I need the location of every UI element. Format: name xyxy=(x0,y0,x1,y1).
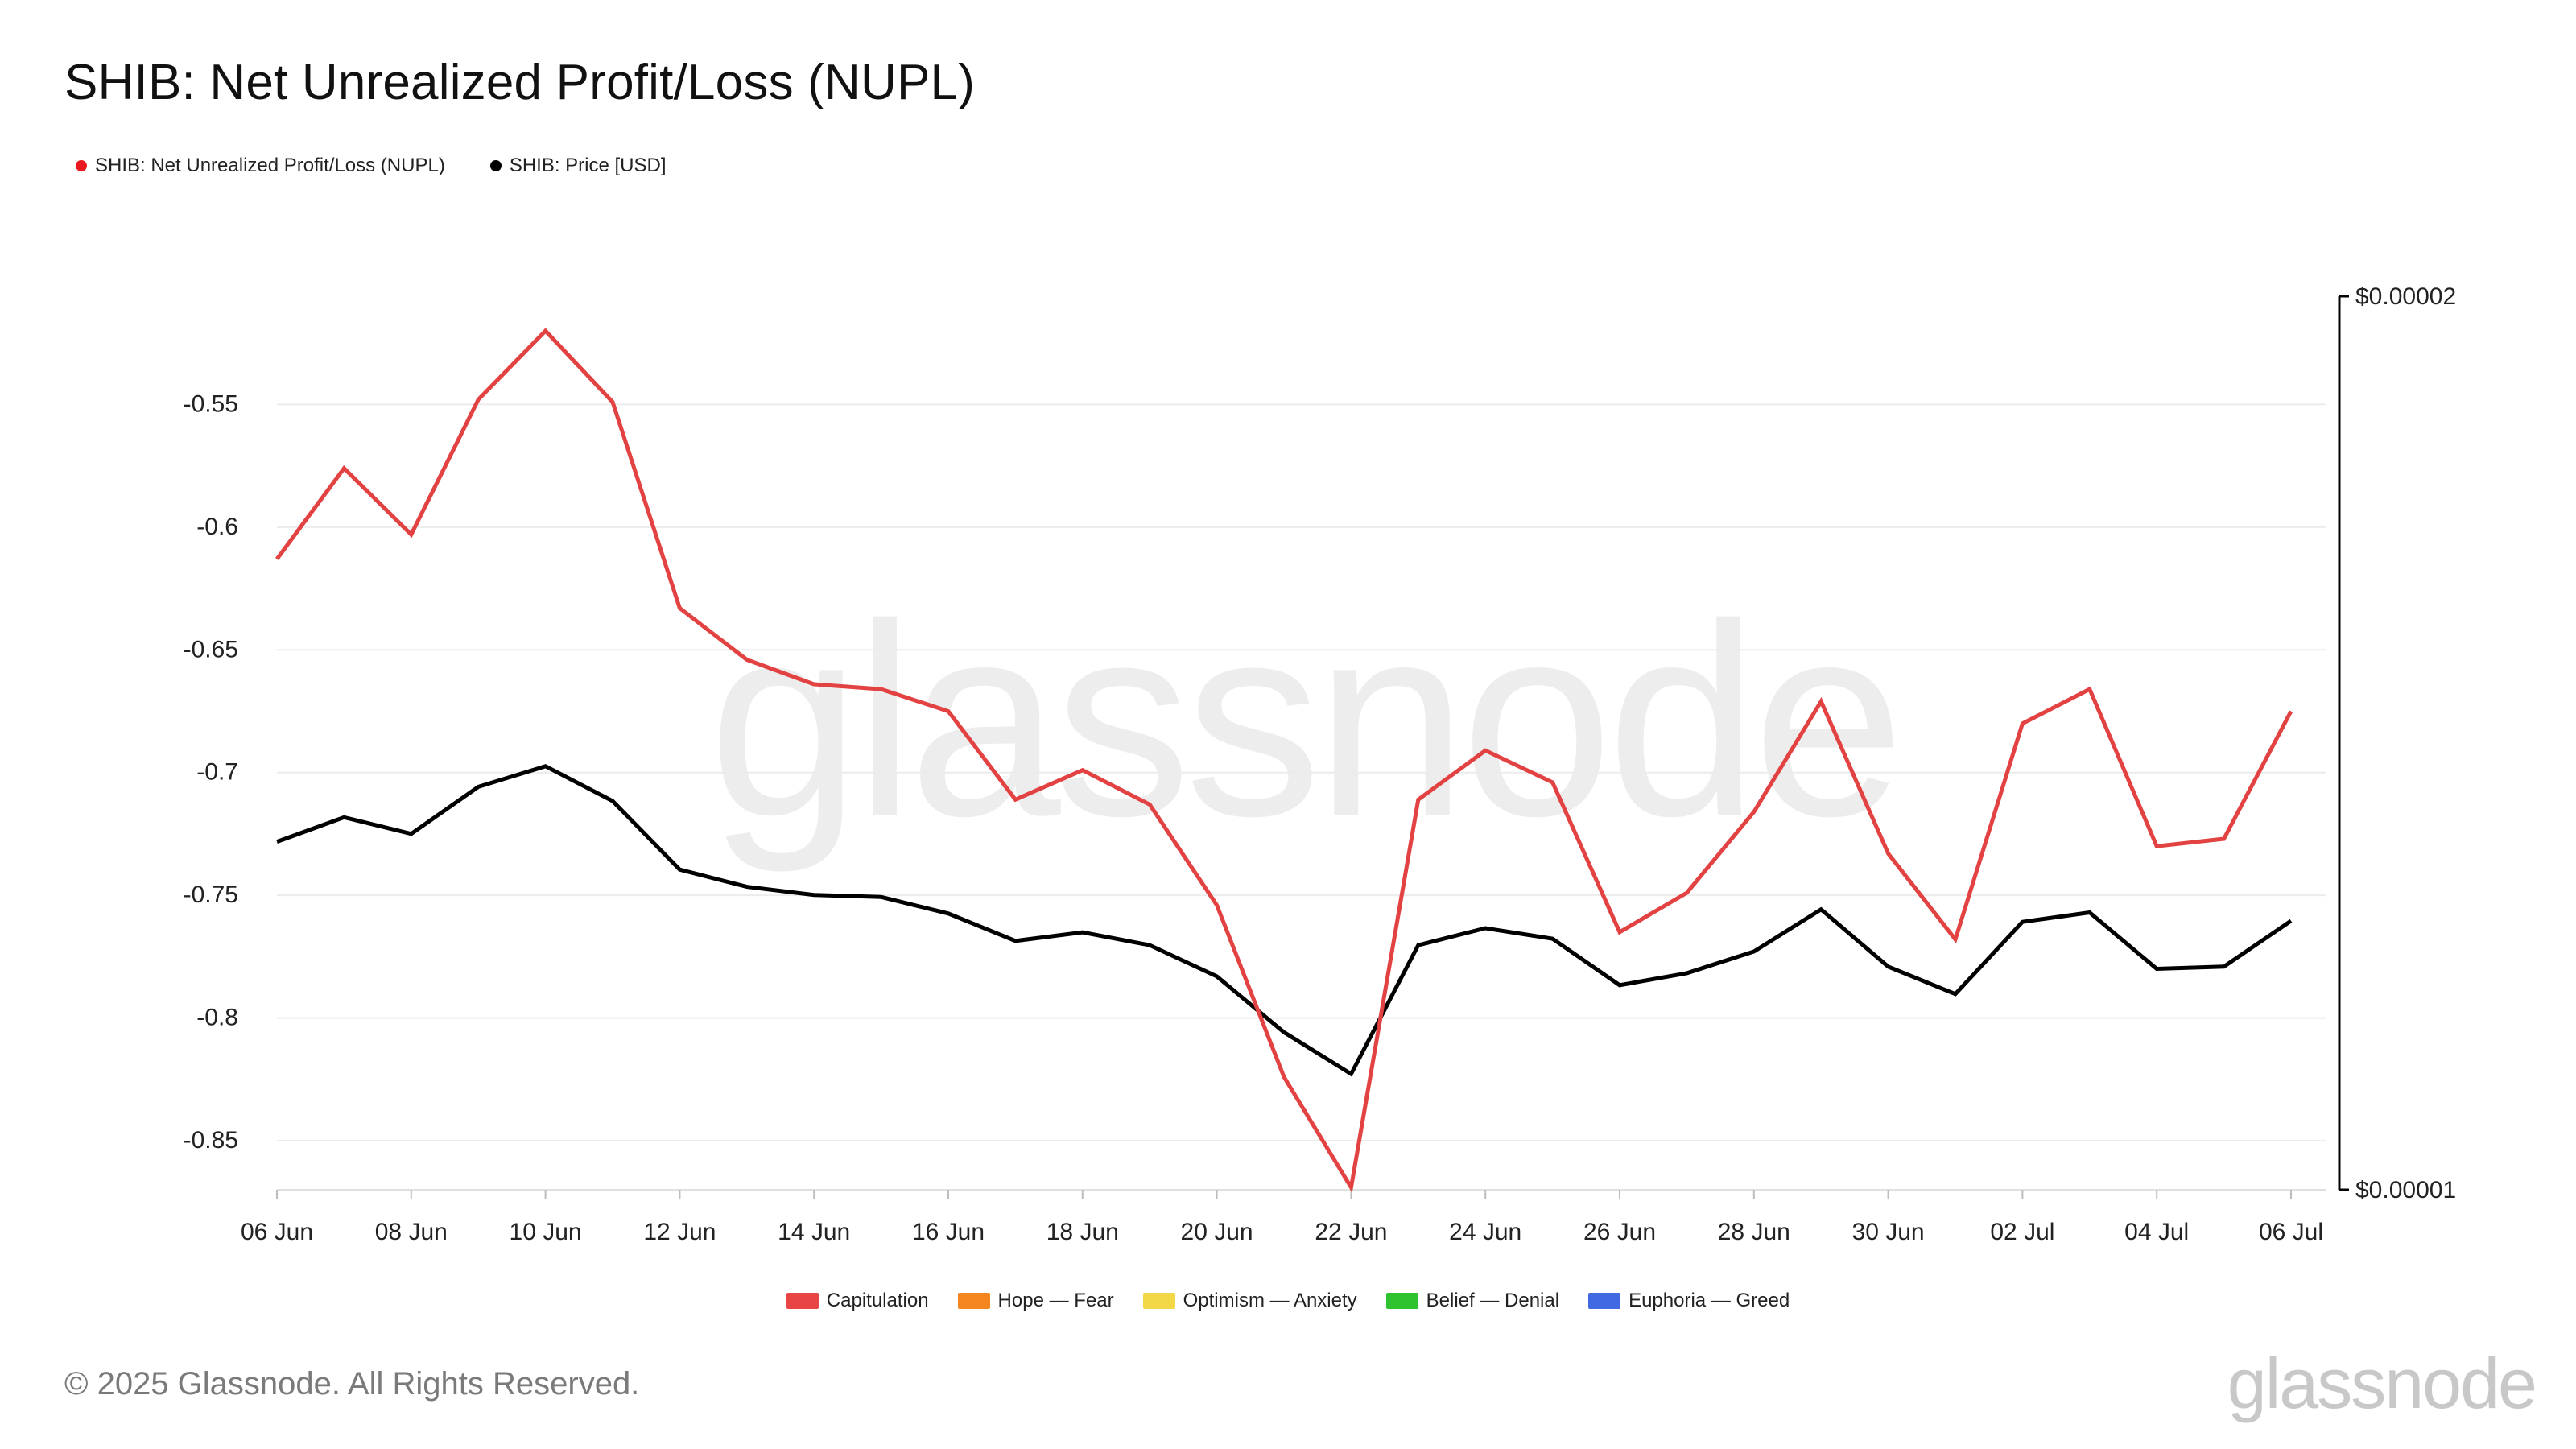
x-tick-label: 02 Jul xyxy=(1990,1219,2054,1245)
y-left-tick-label: -0.6 xyxy=(196,514,238,540)
x-tick-label: 18 Jun xyxy=(1046,1219,1119,1245)
legend-swatch-belief-denial xyxy=(1385,1293,1418,1309)
legend-label-euphoria-greed: Euphoria — Greed xyxy=(1629,1290,1790,1311)
legend-item-hope-fear[interactable]: Hope — Fear xyxy=(957,1290,1114,1312)
y-left-tick-label: -0.65 xyxy=(184,636,238,663)
legend-item-nupl[interactable]: SHIB: Net Unrealized Profit/Loss (NUPL) xyxy=(76,155,445,177)
copyright-text: © 2025 Glassnode. All Rights Reserved. xyxy=(64,1366,640,1402)
legend-label-optimism-anxiety: Optimism — Anxiety xyxy=(1183,1290,1357,1311)
legend-bottom: Capitulation Hope — Fear Optimism — Anxi… xyxy=(0,1290,2576,1312)
x-tick-label: 26 Jun xyxy=(1583,1219,1656,1245)
x-tick-label: 08 Jun xyxy=(375,1219,448,1245)
x-tick-label: 04 Jul xyxy=(2124,1219,2189,1245)
series-line-nupl xyxy=(275,328,2293,1193)
legend-item-belief-denial[interactable]: Belief — Denial xyxy=(1385,1290,1560,1312)
x-tick-label: 22 Jun xyxy=(1315,1219,1387,1245)
brand-logo: glassnode xyxy=(2227,1344,2537,1423)
legend-label-belief-denial: Belief — Denial xyxy=(1426,1290,1560,1311)
y-left-tick-label: -0.8 xyxy=(196,1005,238,1031)
y-left-tick-label: -0.55 xyxy=(184,390,238,417)
legend-swatch-hope-fear xyxy=(957,1293,990,1309)
x-tick-label: 20 Jun xyxy=(1181,1219,1253,1245)
tick-labels: -0.55 -0.6 -0.65 -0.7 -0.75 -0.8 -0.85 06 Jun 08… xyxy=(184,283,2457,1245)
y-left-tick-label: -0.85 xyxy=(184,1127,238,1154)
chart-title: SHIB: Net Unrealized Profit/Loss (NUPL) xyxy=(64,55,976,110)
legend-swatch-capitulation xyxy=(786,1293,819,1309)
series xyxy=(275,328,2293,1193)
x-tick-label: 28 Jun xyxy=(1718,1219,1790,1245)
x-tick-label: 14 Jun xyxy=(778,1219,850,1245)
x-tick-label: 24 Jun xyxy=(1449,1219,1521,1245)
legend-dot-nupl xyxy=(76,160,87,171)
series-line-price xyxy=(276,764,2293,1077)
x-tick-label: 30 Jun xyxy=(1852,1219,1925,1245)
legend-top: SHIB: Net Unrealized Profit/Loss (NUPL) … xyxy=(76,155,667,177)
x-tick-label: 06 Jul xyxy=(2259,1219,2323,1245)
x-tick-label: 16 Jun xyxy=(912,1219,985,1245)
y-left-tick-label: -0.75 xyxy=(184,881,238,908)
legend-label-nupl: SHIB: Net Unrealized Profit/Loss (NUPL) xyxy=(95,155,445,176)
y-left-tick-label: -0.7 xyxy=(196,759,238,786)
legend-item-price[interactable]: SHIB: Price [USD] xyxy=(489,155,667,177)
legend-swatch-euphoria-greed xyxy=(1588,1293,1621,1309)
x-tick-label: 12 Jun xyxy=(643,1219,716,1245)
grid-lines xyxy=(277,403,2326,1142)
y-right-tick-label: $0.00002 xyxy=(2355,283,2456,310)
y-right-tick-label: $0.00001 xyxy=(2355,1177,2456,1203)
x-tick-label: 10 Jun xyxy=(510,1219,582,1245)
legend-label-capitulation: Capitulation xyxy=(826,1290,929,1311)
legend-dot-price xyxy=(489,160,502,171)
legend-item-optimism-anxiety[interactable]: Optimism — Anxiety xyxy=(1142,1290,1357,1312)
legend-item-capitulation[interactable]: Capitulation xyxy=(786,1290,929,1312)
x-tick-label: 06 Jun xyxy=(241,1219,313,1245)
legend-label-hope-fear: Hope — Fear xyxy=(997,1290,1114,1311)
legend-label-price: SHIB: Price [USD] xyxy=(509,155,667,176)
legend-swatch-optimism-anxiety xyxy=(1142,1293,1175,1309)
legend-item-euphoria-greed[interactable]: Euphoria — Greed xyxy=(1588,1290,1790,1312)
axes xyxy=(276,295,2349,1199)
